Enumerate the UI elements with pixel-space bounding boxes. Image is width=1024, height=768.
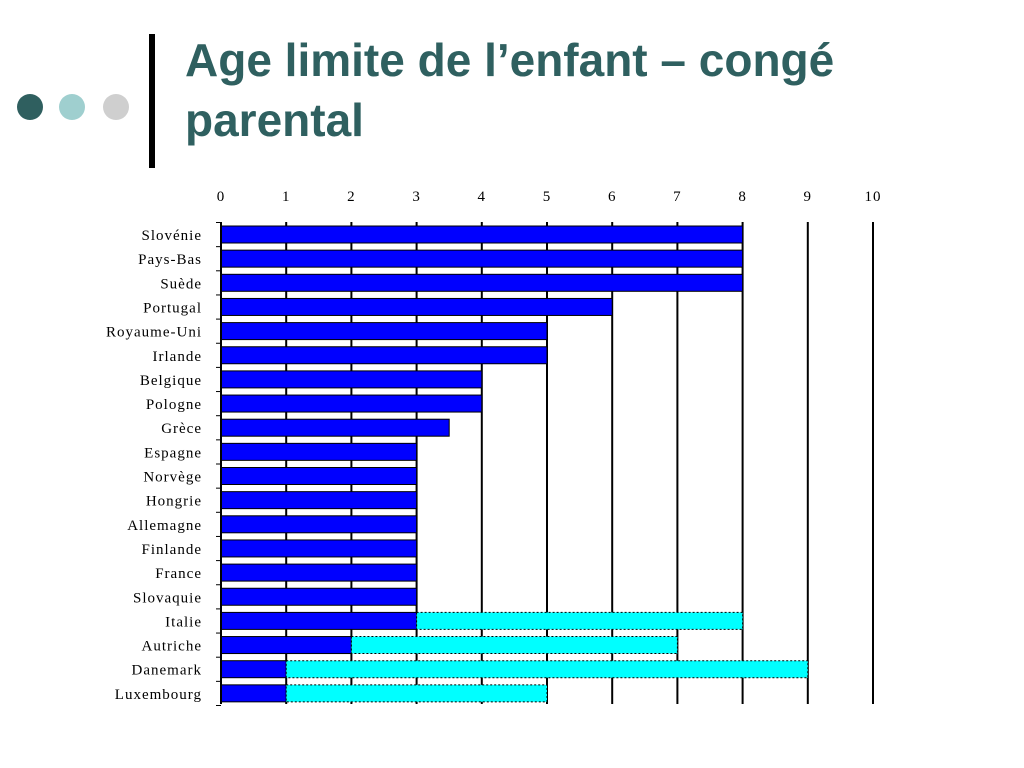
- bars: [220, 225, 809, 703]
- bar: [220, 346, 548, 365]
- category-label: Luxembourg: [115, 687, 202, 703]
- bar: [220, 660, 287, 679]
- category-label: Espagne: [144, 445, 202, 461]
- category-label: Allemagne: [127, 518, 202, 534]
- bar: [220, 491, 418, 510]
- category-label: Italie: [165, 614, 202, 630]
- slide-title: Age limite de l’enfant – congé parental: [185, 34, 835, 146]
- bar: [220, 563, 418, 582]
- decor-dot-light: [59, 94, 85, 120]
- bar: [220, 636, 352, 655]
- bar: [220, 442, 418, 461]
- bar: [220, 587, 418, 606]
- bar-extension: [285, 684, 548, 703]
- category-label: Grèce: [161, 421, 202, 437]
- x-tick-label: 2: [347, 189, 356, 205]
- category-label: Slovaquie: [133, 590, 202, 606]
- category-label: Hongrie: [146, 494, 202, 510]
- category-label: France: [155, 566, 202, 582]
- title-divider: [149, 34, 155, 168]
- bar: [220, 539, 418, 558]
- bar: [220, 225, 744, 244]
- category-label: Pays-Bas: [138, 252, 202, 268]
- category-label: Norvège: [143, 470, 202, 486]
- bar: [220, 467, 418, 485]
- bar-extension: [416, 611, 744, 630]
- decor-dot-dark: [17, 94, 43, 120]
- x-tick-label: 0: [217, 189, 226, 205]
- x-tick-label: 5: [543, 189, 552, 205]
- bar: [220, 249, 744, 268]
- category-label: Suède: [160, 276, 202, 292]
- bar: [220, 273, 744, 292]
- category-label: Royaume-Uni: [106, 325, 202, 341]
- bar-extension: [285, 660, 809, 679]
- bar: [220, 394, 483, 413]
- x-tick-label: 8: [738, 189, 747, 205]
- category-label: Slovénie: [142, 228, 203, 244]
- x-tick-label: 7: [673, 189, 682, 205]
- category-label: Belgique: [140, 373, 202, 389]
- bar-extension: [350, 636, 678, 655]
- bar: [220, 418, 450, 437]
- category-label: Pologne: [146, 397, 202, 413]
- x-tick-label: 10: [865, 189, 882, 205]
- bar: [220, 684, 287, 703]
- x-tick-label: 6: [608, 189, 617, 205]
- category-label: Portugal: [143, 300, 202, 316]
- axes: [216, 222, 222, 706]
- category-label: Finlande: [142, 542, 203, 558]
- category-label: Autriche: [142, 639, 202, 655]
- bar: [220, 297, 613, 316]
- category-label: Irlande: [153, 349, 202, 365]
- grid-lines: [285, 222, 874, 704]
- category-labels: Slovénie Pays-Bas Suède Portugal Royaume-Uni…: [106, 228, 203, 703]
- decor-dot-grey: [103, 94, 129, 120]
- bar: [220, 370, 483, 389]
- bar: [220, 611, 418, 630]
- bar: [220, 322, 548, 341]
- tick-labels: 0 1 2 3 4 5 6 7 8 9 10: [217, 189, 882, 205]
- bar: [220, 515, 418, 534]
- x-tick-label: 1: [282, 189, 291, 205]
- x-tick-label: 9: [804, 189, 813, 205]
- category-label: Danemark: [132, 663, 202, 679]
- x-tick-label: 3: [412, 189, 421, 205]
- x-tick-label: 4: [478, 189, 487, 205]
